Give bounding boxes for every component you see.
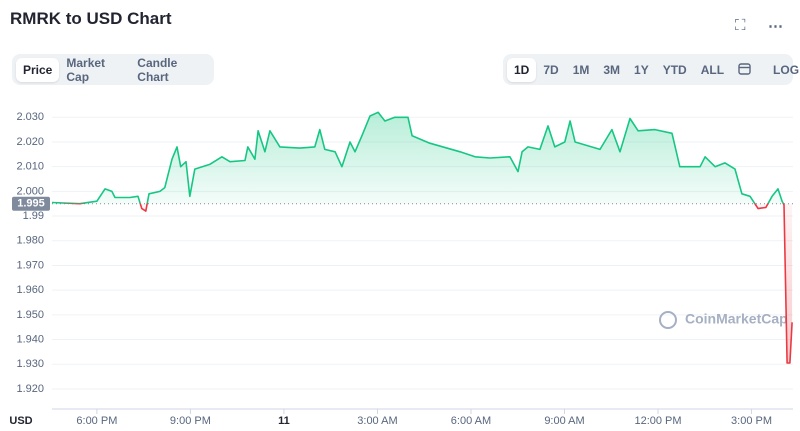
y-tick-label: 2.000 — [16, 185, 44, 197]
range-button[interactable]: YTD — [662, 62, 687, 77]
range-button[interactable]: 7D — [543, 62, 559, 77]
range-group: 1D 7D 1M 3M 1Y YTD ALL LOG — [503, 54, 799, 85]
range-button[interactable]: 3M — [603, 62, 621, 77]
price-line — [51, 111, 793, 364]
x-tick-label: 6:00 AM — [451, 415, 491, 427]
y-tick-label: 2.030 — [16, 111, 44, 123]
range-button[interactable]: ALL — [700, 62, 725, 77]
y-tick-label: 2.010 — [16, 161, 44, 173]
y-tick-label: 1.930 — [16, 358, 44, 370]
x-tick-label: 3:00 PM — [731, 415, 772, 427]
fullscreen-icon[interactable]: ⛶ — [735, 17, 746, 34]
calendar-button[interactable] — [731, 57, 758, 83]
tab[interactable]: Candle Chart — [137, 55, 178, 84]
title: RMRK to USD Chart — [10, 9, 172, 28]
reference-label-box — [12, 196, 50, 211]
y-tick-label: 1.970 — [16, 259, 44, 271]
calendar-icon — [738, 62, 751, 75]
x-tick-label: 12:00 PM — [634, 415, 681, 427]
y-tick-label: 2.020 — [16, 136, 44, 148]
x-tick-label: 9:00 AM — [544, 415, 584, 427]
range-button[interactable]: 1M — [572, 62, 590, 77]
y-axis-label: USD — [9, 415, 32, 427]
tab[interactable]: Price — [16, 57, 60, 82]
reference-label: 1.995 — [17, 198, 45, 210]
y-tick-label: 1.940 — [16, 333, 44, 345]
x-tick-label: 9:00 PM — [170, 415, 211, 427]
y-tick-label: 1.950 — [16, 309, 44, 321]
menu-icon[interactable]: ⋯ — [768, 18, 783, 35]
watermark: CoinMarketCap — [685, 311, 788, 327]
y-tick-label: 1.980 — [16, 235, 44, 247]
tab[interactable]: Market Cap — [66, 55, 106, 84]
x-tick-label: 3:00 AM — [357, 415, 397, 427]
x-tick-label: 6:00 PM — [76, 415, 117, 427]
y-tick-label: 1.960 — [16, 284, 44, 296]
range-button[interactable]: 1Y — [634, 62, 649, 77]
watermark-logo — [659, 311, 677, 329]
log-button[interactable]: LOG — [773, 62, 800, 77]
y-tick-label: 1.920 — [16, 383, 44, 395]
tab-group: Price Market Cap Candle Chart — [12, 54, 214, 85]
range-button[interactable]: 1D — [507, 57, 537, 82]
y-tick-label: 1.99 — [23, 210, 44, 222]
x-tick-label: 11 — [278, 415, 290, 427]
price-area — [52, 112, 793, 363]
